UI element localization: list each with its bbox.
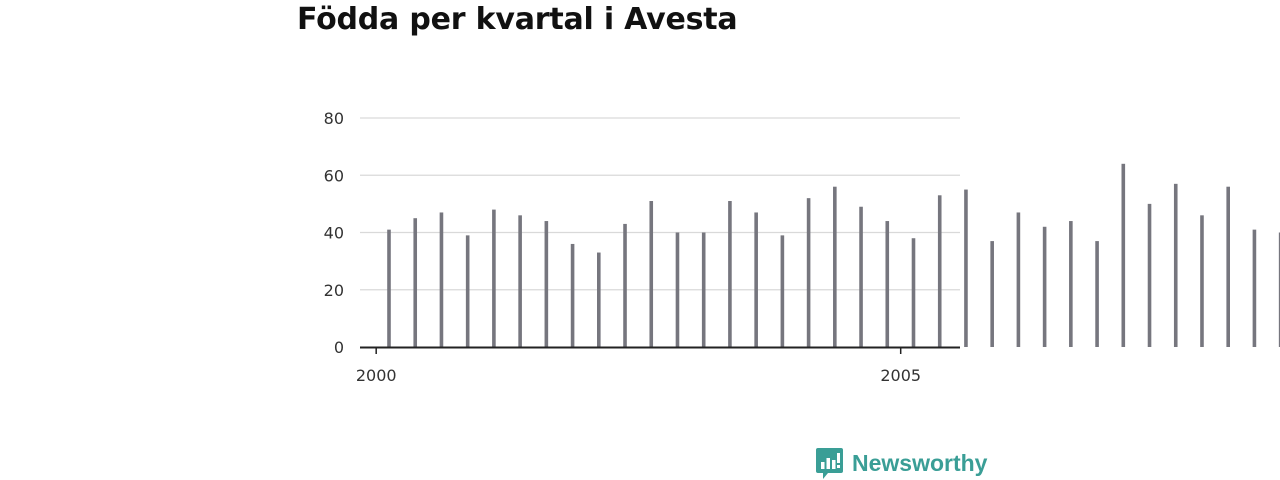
bar	[597, 252, 601, 347]
bar	[492, 209, 496, 347]
bar	[1095, 241, 1099, 347]
y-tick-label: 20	[324, 281, 344, 300]
bar	[649, 201, 654, 347]
bar	[1147, 203, 1152, 347]
bar	[439, 212, 444, 347]
bar	[544, 221, 549, 347]
chart-title: Födda per kvartal i Avesta	[297, 2, 738, 37]
bar	[1226, 186, 1230, 347]
bar	[413, 218, 418, 347]
y-tick-label: 80	[324, 109, 344, 128]
bar	[990, 241, 994, 347]
bar	[754, 212, 758, 347]
bar	[1042, 226, 1047, 347]
bar	[1121, 163, 1126, 347]
bar	[885, 221, 890, 347]
bar	[1278, 232, 1280, 347]
bar	[518, 215, 522, 347]
gridlines	[360, 117, 960, 291]
bar	[1200, 215, 1204, 347]
bar	[728, 201, 732, 347]
brand-name: Newsworthy	[852, 450, 988, 476]
bar	[675, 232, 680, 347]
bar	[1173, 183, 1178, 347]
bar	[465, 235, 470, 347]
x-tick-label: 2005	[880, 366, 921, 385]
bar	[806, 198, 811, 347]
bar	[1252, 229, 1257, 347]
bar	[780, 235, 785, 347]
y-tick-label: 0	[334, 338, 344, 357]
bar	[911, 238, 916, 347]
bar	[623, 223, 627, 347]
bar	[701, 232, 706, 347]
bar	[859, 206, 863, 347]
newsworthy-brand: Newsworthy	[815, 447, 987, 480]
y-tick-label: 60	[324, 166, 344, 185]
bar	[387, 229, 391, 347]
bars	[387, 163, 1280, 347]
y-tick-label: 40	[324, 224, 344, 243]
bar	[570, 243, 575, 347]
x-axis: 200020052010201520202025	[356, 346, 960, 385]
newsworthy-logo-icon	[816, 448, 843, 479]
bar	[964, 189, 968, 347]
bar	[1016, 212, 1021, 347]
x-tick-label: 2000	[356, 366, 397, 385]
bar	[937, 195, 942, 347]
bar	[833, 186, 837, 347]
bar	[1069, 221, 1073, 347]
y-axis: 0 20 40 60 80	[324, 109, 344, 357]
